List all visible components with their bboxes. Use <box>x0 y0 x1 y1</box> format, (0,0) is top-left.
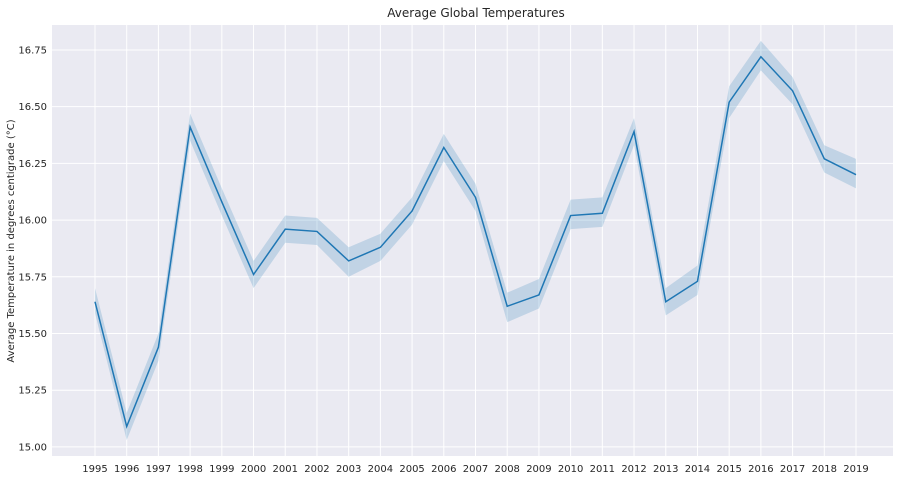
x-tick-label: 1997 <box>146 464 171 475</box>
grid-lines <box>52 25 893 456</box>
x-tick-label: 2003 <box>336 464 361 475</box>
y-tick-label: 16.25 <box>18 159 47 170</box>
y-tick-label: 16.50 <box>18 102 47 113</box>
x-tick-label: 2014 <box>685 464 710 475</box>
y-axis-ticks: 15.00 15.25 15.50 15.75 16.00 16.25 16.50 16.75 <box>18 45 47 453</box>
y-tick-label: 15.50 <box>18 329 47 340</box>
x-tick-label: 2015 <box>716 464 741 475</box>
x-tick-label: 2019 <box>843 464 868 475</box>
x-tick-label: 2001 <box>273 464 298 475</box>
x-tick-label: 2010 <box>558 464 583 475</box>
y-tick-label: 15.25 <box>18 386 47 397</box>
x-tick-label: 2013 <box>653 464 678 475</box>
x-tick-label: 2009 <box>526 464 551 475</box>
plot-area <box>52 25 893 456</box>
x-tick-label: 2000 <box>241 464 266 475</box>
y-tick-label: 15.75 <box>18 272 47 283</box>
x-tick-label: 2018 <box>812 464 837 475</box>
x-tick-label: 2005 <box>399 464 424 475</box>
confidence-band <box>95 40 856 441</box>
y-axis-label: Average Temperature in degrees centigrad… <box>6 119 17 362</box>
x-tick-label: 1996 <box>114 464 139 475</box>
x-tick-label: 2007 <box>463 464 488 475</box>
x-tick-label: 1999 <box>209 464 234 475</box>
series-line <box>94 55 857 429</box>
x-tick-label: 2008 <box>494 464 519 475</box>
y-tick-label: 15.00 <box>18 442 47 453</box>
x-tick-label: 2012 <box>621 464 646 475</box>
x-tick-label: 2017 <box>780 464 805 475</box>
x-tick-label: 2006 <box>431 464 456 475</box>
x-tick-label: 1995 <box>82 464 107 475</box>
x-tick-label: 2002 <box>304 464 329 475</box>
x-tick-label: 1998 <box>177 464 202 475</box>
chart-title: Average Global Temperatures <box>387 6 564 20</box>
x-tick-label: 2016 <box>748 464 773 475</box>
x-axis-ticks: 1995 1996 1997 1998 1999 2000 2001 2002 2003 2004… <box>82 464 868 475</box>
x-tick-label: 2011 <box>590 464 615 475</box>
y-tick-label: 16.75 <box>18 45 47 56</box>
y-tick-label: 16.00 <box>18 216 47 227</box>
x-tick-label: 2004 <box>368 464 393 475</box>
